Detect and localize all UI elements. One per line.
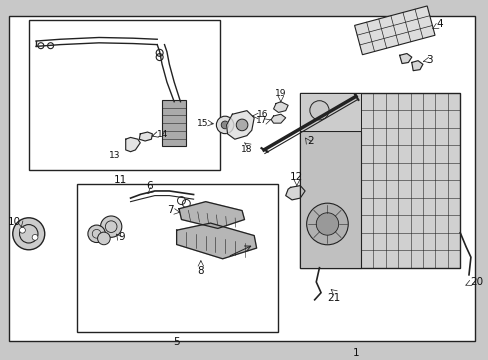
Bar <box>354 6 434 55</box>
Text: 1: 1 <box>352 348 359 358</box>
Bar <box>300 93 459 268</box>
Text: 12: 12 <box>290 172 303 182</box>
Text: 10: 10 <box>7 217 20 227</box>
Bar <box>300 131 360 268</box>
Text: 13: 13 <box>109 151 121 160</box>
Circle shape <box>13 218 45 250</box>
Circle shape <box>236 119 247 131</box>
Text: 20: 20 <box>469 277 482 287</box>
Polygon shape <box>271 114 285 123</box>
Polygon shape <box>399 54 411 63</box>
Text: 4: 4 <box>435 19 442 29</box>
Text: 7: 7 <box>167 205 174 215</box>
Polygon shape <box>139 132 152 141</box>
Text: 5: 5 <box>173 337 180 347</box>
Circle shape <box>309 101 328 120</box>
Circle shape <box>316 213 338 235</box>
Text: 2: 2 <box>307 136 313 146</box>
Text: 18: 18 <box>241 145 252 154</box>
Text: 6: 6 <box>146 181 153 191</box>
Text: 3: 3 <box>426 55 432 65</box>
Circle shape <box>32 234 38 240</box>
Circle shape <box>216 116 233 134</box>
Circle shape <box>221 121 228 129</box>
Polygon shape <box>273 102 287 112</box>
Text: 19: 19 <box>275 89 286 98</box>
Text: 8: 8 <box>197 266 204 276</box>
Polygon shape <box>125 138 140 152</box>
Text: 9: 9 <box>118 232 125 242</box>
Bar <box>162 100 186 147</box>
Bar <box>77 184 278 332</box>
Text: 17: 17 <box>256 116 267 125</box>
Polygon shape <box>176 223 256 259</box>
Circle shape <box>88 225 105 243</box>
Text: 11: 11 <box>114 175 127 185</box>
Text: 15: 15 <box>196 119 208 128</box>
Polygon shape <box>285 186 305 200</box>
Polygon shape <box>411 61 422 71</box>
Circle shape <box>20 227 25 233</box>
Polygon shape <box>179 202 244 229</box>
Text: 21: 21 <box>327 293 340 303</box>
Bar <box>29 20 220 170</box>
Text: 14: 14 <box>157 130 168 139</box>
Bar <box>300 93 360 131</box>
Circle shape <box>306 203 347 245</box>
Text: 16: 16 <box>256 110 267 119</box>
Circle shape <box>101 216 122 237</box>
Polygon shape <box>226 111 254 139</box>
Circle shape <box>98 232 110 245</box>
